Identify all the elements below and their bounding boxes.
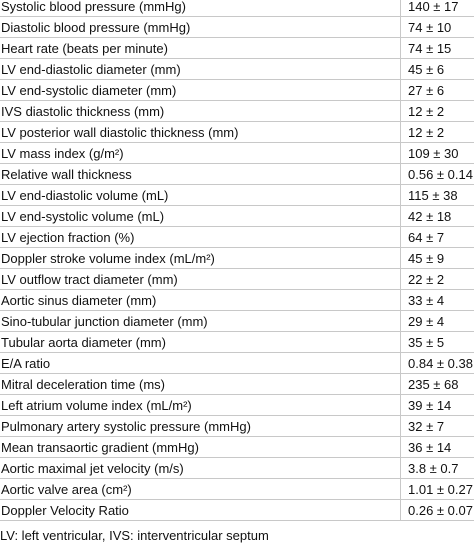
table-row: Relative wall thickness 0.56 ± 0.14 <box>0 164 474 185</box>
parameter-cell: Left atrium volume index (mL/m²) <box>0 395 401 415</box>
value-cell: 12 ± 2 <box>408 125 445 140</box>
value-cell: 33 ± 4 <box>408 293 445 308</box>
value-cell: 0.56 ± 0.14 <box>408 167 473 182</box>
parameter-cell: LV mass index (g/m²) <box>0 143 401 163</box>
parameter-cell: LV end-diastolic diameter (mm) <box>0 59 401 79</box>
parameter-cell: Pulmonary artery systolic pressure (mmHg… <box>0 416 401 436</box>
table-row: LV posterior wall diastolic thickness (m… <box>0 122 474 143</box>
value-cell: 22 ± 2 <box>408 272 445 287</box>
table: Systolic blood pressure (mmHg) 140 ± 17 Di… <box>0 0 474 521</box>
parameter-cell: Aortic valve area (cm²) <box>0 479 401 499</box>
parameter-cell: Tubular aorta diameter (mm) <box>0 332 401 352</box>
table-row: LV end-systolic diameter (mm) 27 ± 6 <box>0 80 474 101</box>
parameter-cell: IVS diastolic thickness (mm) <box>0 101 401 121</box>
table-row: LV end-diastolic diameter (mm) 45 ± 6 <box>0 59 474 80</box>
value-cell: 140 ± 17 <box>408 0 459 14</box>
table-row: Pulmonary artery systolic pressure (mmHg… <box>0 416 474 437</box>
table-row: LV end-diastolic volume (mL) 115 ± 38 <box>0 185 474 206</box>
value-cell: 64 ± 7 <box>408 230 445 245</box>
parameter-cell: LV end-systolic volume (mL) <box>0 206 401 226</box>
parameter-cell: Mitral deceleration time (ms) <box>0 374 401 394</box>
parameter-cell: LV end-diastolic volume (mL) <box>0 185 401 205</box>
value-cell: 29 ± 4 <box>408 314 445 329</box>
table-row: Diastolic blood pressure (mmHg) 74 ± 10 <box>0 17 474 38</box>
value-cell: 39 ± 14 <box>408 398 452 413</box>
parameter-cell: Mean transaortic gradient (mmHg) <box>0 437 401 457</box>
value-cell: 36 ± 14 <box>408 440 452 455</box>
parameter-cell: LV end-systolic diameter (mm) <box>0 80 401 100</box>
value-cell: 35 ± 5 <box>408 335 445 350</box>
table-row: Sino-tubular junction diameter (mm) 29 ± … <box>0 311 474 332</box>
parameter-cell: Doppler Velocity Ratio <box>0 500 401 520</box>
parameter-cell: Aortic maximal jet velocity (m/s) <box>0 458 401 478</box>
value-cell: 45 ± 9 <box>408 251 445 266</box>
value-cell: 45 ± 6 <box>408 62 445 77</box>
value-cell: 115 ± 38 <box>408 188 458 203</box>
table-row: Doppler Velocity Ratio 0.26 ± 0.07 <box>0 500 474 521</box>
value-cell: 235 ± 68 <box>408 377 459 392</box>
value-cell: 32 ± 7 <box>408 419 445 434</box>
parameter-cell: LV ejection fraction (%) <box>0 227 401 247</box>
value-cell: 27 ± 6 <box>408 83 445 98</box>
parameter-cell: Systolic blood pressure (mmHg) <box>0 0 401 16</box>
value-cell: 109 ± 30 <box>408 146 459 161</box>
parameter-cell: Aortic sinus diameter (mm) <box>0 290 401 310</box>
table-row: Aortic sinus diameter (mm) 33 ± 4 <box>0 290 474 311</box>
table-row: Tubular aorta diameter (mm) 35 ± 5 <box>0 332 474 353</box>
value-cell: 0.84 ± 0.38 <box>408 356 473 371</box>
table-row: LV mass index (g/m²) 109 ± 30 <box>0 143 474 164</box>
parameter-cell: Heart rate (beats per minute) <box>0 38 401 58</box>
value-cell: 3.8 ± 0.7 <box>408 461 459 476</box>
table-row: Aortic maximal jet velocity (m/s) 3.8 ± 0… <box>0 458 474 479</box>
table-row: LV ejection fraction (%) 64 ± 7 <box>0 227 474 248</box>
table-row: IVS diastolic thickness (mm) 12 ± 2 <box>0 101 474 122</box>
parameter-cell: Diastolic blood pressure (mmHg) <box>0 17 401 37</box>
table-row: LV outflow tract diameter (mm) 22 ± 2 <box>0 269 474 290</box>
value-cell: 74 ± 15 <box>408 41 452 56</box>
value-cell: 0.26 ± 0.07 <box>408 503 473 518</box>
parameter-cell: LV outflow tract diameter (mm) <box>0 269 401 289</box>
table-row: Heart rate (beats per minute) 74 ± 15 <box>0 38 474 59</box>
parameter-cell: Relative wall thickness <box>0 164 401 184</box>
table-row: Mean transaortic gradient (mmHg) 36 ± 14 <box>0 437 474 458</box>
value-cell: 1.01 ± 0.27 <box>408 482 473 497</box>
table-row: Aortic valve area (cm²) 1.01 ± 0.27 <box>0 479 474 500</box>
value-cell: 12 ± 2 <box>408 104 445 119</box>
table-row: Left atrium volume index (mL/m²) 39 ± 14 <box>0 395 474 416</box>
parameter-cell: Sino-tubular junction diameter (mm) <box>0 311 401 331</box>
parameter-cell: LV posterior wall diastolic thickness (m… <box>0 122 401 142</box>
value-cell: 74 ± 10 <box>408 20 452 35</box>
value-cell: 42 ± 18 <box>408 209 452 224</box>
table-row: E/A ratio 0.84 ± 0.38 <box>0 353 474 374</box>
table-row: Doppler stroke volume index (mL/m²) 45 ± … <box>0 248 474 269</box>
footnote: LV: left ventricular, IVS: interventricu… <box>0 528 269 543</box>
parameter-cell: Doppler stroke volume index (mL/m²) <box>0 248 401 268</box>
parameter-cell: E/A ratio <box>0 353 401 373</box>
table-row: Mitral deceleration time (ms) 235 ± 68 <box>0 374 474 395</box>
table-row: LV end-systolic volume (mL) 42 ± 18 <box>0 206 474 227</box>
table-row: Systolic blood pressure (mmHg) 140 ± 17 <box>0 0 474 17</box>
